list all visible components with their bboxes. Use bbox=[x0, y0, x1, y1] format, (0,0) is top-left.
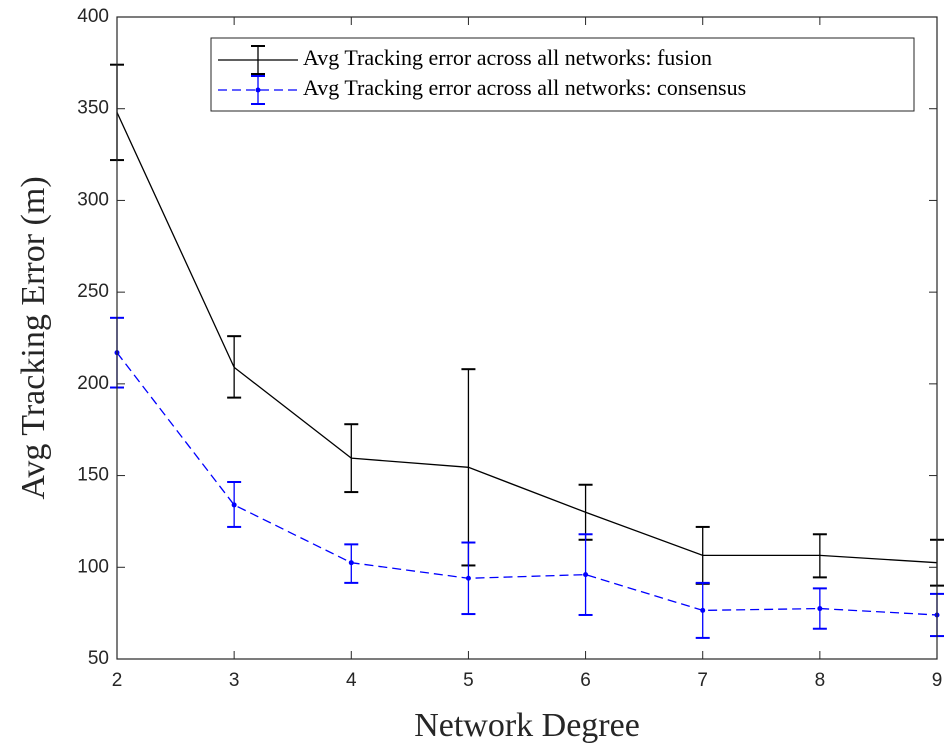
x-tick-label: 7 bbox=[697, 670, 708, 691]
y-tick-label: 100 bbox=[77, 556, 109, 577]
x-tick-label: 5 bbox=[463, 670, 474, 691]
y-tick-label: 350 bbox=[77, 98, 109, 119]
x-tick-label: 6 bbox=[580, 670, 591, 691]
data-point bbox=[465, 575, 471, 581]
y-tick-label: 300 bbox=[77, 189, 109, 210]
x-axis-title: Network Degree bbox=[414, 707, 640, 744]
y-tick-label: 200 bbox=[77, 373, 109, 394]
legend-box bbox=[210, 37, 915, 112]
plot-area bbox=[117, 17, 937, 659]
data-point bbox=[348, 560, 354, 566]
data-point bbox=[817, 606, 823, 612]
y-axis-title: Avg Tracking Error (m) bbox=[15, 176, 52, 499]
series-line bbox=[116, 112, 938, 564]
y-tick-label: 250 bbox=[77, 281, 109, 302]
y-tick-label: 400 bbox=[77, 6, 109, 27]
legend-sample-consensus bbox=[218, 75, 298, 105]
y-tick-label: 50 bbox=[88, 648, 109, 669]
data-point bbox=[700, 607, 706, 613]
plot-border bbox=[116, 16, 938, 660]
x-tick-label: 9 bbox=[932, 670, 943, 691]
legend-label-fusion: Avg Tracking error across all networks: … bbox=[303, 45, 712, 70]
y-tick-label: 150 bbox=[77, 465, 109, 486]
x-tick-label: 2 bbox=[112, 670, 123, 691]
legend: Avg Tracking error across all networks: … bbox=[210, 37, 915, 112]
legend-label-consensus: Avg Tracking error across all networks: … bbox=[303, 75, 746, 100]
data-point bbox=[231, 502, 237, 508]
x-tick-label: 8 bbox=[815, 670, 826, 691]
ticks-layer: 2 3 4 5 6 7 8 9 50 100 150 200 250 300 350 400 bbox=[77, 6, 942, 691]
legend-marker bbox=[255, 87, 261, 93]
x-tick-label: 3 bbox=[229, 670, 240, 691]
x-tick-label: 4 bbox=[346, 670, 357, 691]
series-line bbox=[116, 352, 938, 616]
legend-sample-fusion bbox=[218, 45, 298, 75]
data-point bbox=[583, 572, 589, 578]
